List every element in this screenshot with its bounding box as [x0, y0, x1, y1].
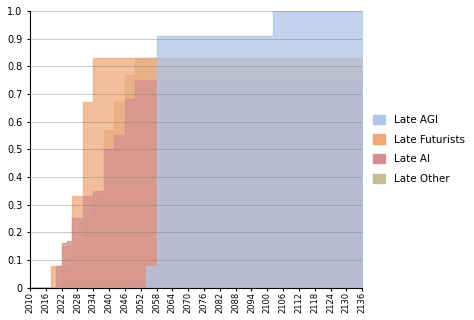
Legend: Late AGI, Late Futurists, Late AI, Late Other: Late AGI, Late Futurists, Late AI, Late …: [371, 113, 467, 186]
